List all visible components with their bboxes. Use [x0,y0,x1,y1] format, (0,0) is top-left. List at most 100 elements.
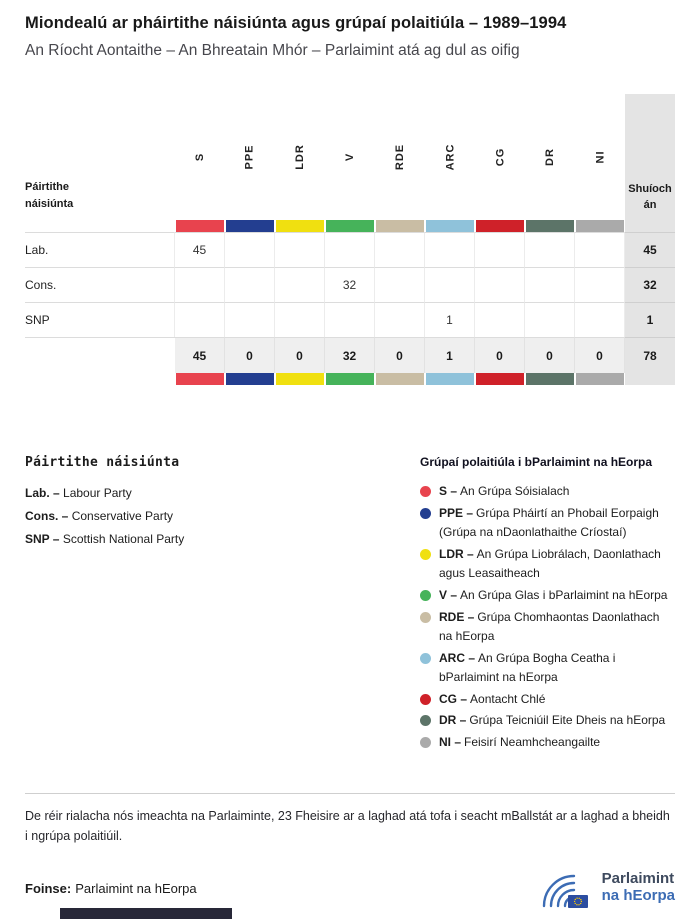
spacer-cell [25,373,175,385]
eu-flag-icon [567,895,588,909]
ep-logo: Parlaimint na hEorpa [530,866,675,910]
seats-column-fill [625,220,675,232]
group-color-bar [275,373,325,385]
legend-group-item: V – An Grúpa Glas i bParlaimint na hEorpa [420,586,675,605]
total-cell: 1 [425,337,475,373]
column-header-rde: RDE [393,143,406,171]
value-cell [175,302,225,337]
group-color-bar [425,373,475,385]
source-line: Foinse: Parlaimint na hEorpa [25,881,197,896]
total-cell: 32 [325,337,375,373]
legend-color-dot [420,486,431,497]
legend-color-dot [420,737,431,749]
value-cell [525,302,575,337]
legend-group-item: ARC – An Grúpa Bogha Ceatha i bParlaimint… [420,649,675,687]
legend-groups: Grúpaí polaitiúla i bParlaimint na hEorp… [420,455,675,755]
group-color-bar [525,373,575,385]
group-color-bar [275,220,325,232]
group-color-bar [525,220,575,232]
total-cell: 0 [525,337,575,373]
column-header-ni: NI [594,150,606,164]
value-cell: 1 [425,302,475,337]
source-label: Foinse: [25,880,72,896]
total-cell: 0 [375,337,425,373]
value-cell [275,232,325,267]
value-cell: 45 [175,232,225,267]
value-cell [425,232,475,267]
value-cell [325,232,375,267]
hemicycle-icon [542,874,588,909]
group-color-bar [575,373,625,385]
party-cell: Lab. [25,232,175,267]
total-cell: 0 [275,337,325,373]
value-cell: 32 [325,267,375,302]
footer: Foinse: Parlaimint na hEorpa Parlaimint n… [25,866,675,910]
value-cell [325,302,375,337]
legend-party-item: SNP – Scottish National Party [25,532,185,546]
value-cell [475,267,525,302]
column-header-v: V [344,152,356,162]
cropped-bottom-bar [60,908,232,919]
group-color-bar [225,220,275,232]
value-cell [275,267,325,302]
value-cell [575,267,625,302]
total-cell: 0 [225,337,275,373]
group-color-bar [325,220,375,232]
value-cell [475,302,525,337]
column-header-s: S [194,152,206,162]
legend-group-item: LDR – An Grúpa Liobrálach, Daonlathach ag… [420,545,675,583]
total-cell: 45 [175,337,225,373]
legend-group-item: NI – Feisirí Neamhcheangailte [420,733,675,752]
legend-parties: Páirtithe náisiúnta Lab. – Labour Party … [25,455,420,755]
group-color-bar [575,220,625,232]
ep-logo-text: Parlaimint na hEorpa [601,870,675,905]
group-color-bar [375,373,425,385]
group-color-bar [425,220,475,232]
value-cell [475,232,525,267]
value-cell [575,232,625,267]
column-header-arc: ARC [444,143,456,171]
value-cell [175,267,225,302]
legend-color-dot [420,548,431,560]
legend-group-item: PPE – Grúpa Pháirtí an Phobail Eorpaigh (… [420,504,675,542]
legend-groups-heading: Grúpaí polaitiúla i bParlaimint na hEorp… [420,455,653,469]
seats-cell: 32 [625,267,675,302]
value-cell [425,267,475,302]
value-cell [375,302,425,337]
value-cell [225,302,275,337]
group-color-bar [475,220,525,232]
value-cell [575,302,625,337]
group-color-bar [475,373,525,385]
row-header-label: Páirtithe náisiúnta [25,180,74,211]
legend-group-item: RDE – Grúpa Chomhaontas Daonlathach na hE… [420,608,675,646]
seats-column-fill [625,373,675,385]
party-cell: Cons. [25,267,175,302]
page-title: Miondealú ar pháirtithe náisiúnta agus g… [25,14,567,32]
seats-cell: 45 [625,232,675,267]
legend-parties-heading: Páirtithe náisiúnta [25,455,180,470]
value-cell [275,302,325,337]
results-table: Páirtithe náisiúnta S PPE LDR V RDE ARC … [25,94,675,385]
party-cell: SNP [25,302,175,337]
legend-color-dot [420,652,431,664]
total-cell: 0 [475,337,525,373]
value-cell [375,267,425,302]
column-header-ppe: PPE [243,144,256,170]
spacer-cell [25,220,175,232]
spacer-cell [25,337,175,373]
legend-color-dot [420,693,431,705]
legend-color-dot [420,589,431,601]
legend-color-dot [420,715,431,727]
footnote-text: De réir rialacha nós imeachta na Parlaim… [25,793,675,846]
group-color-bar [325,373,375,385]
source-value: Parlaimint na hEorpa [75,880,197,896]
group-color-bar [175,220,225,232]
seats-cell: 1 [625,302,675,337]
group-color-bar [375,220,425,232]
group-color-bar [225,373,275,385]
grand-total-cell: 78 [625,337,675,373]
legend-group-item: CG – Aontacht Chlé [420,690,675,709]
legend-section: Páirtithe náisiúnta Lab. – Labour Party … [25,455,675,755]
legend-group-item: DR – Grúpa Teicniúil Eite Dheis na hEorpa [420,711,675,730]
legend-party-item: Cons. – Conservative Party [25,509,174,523]
